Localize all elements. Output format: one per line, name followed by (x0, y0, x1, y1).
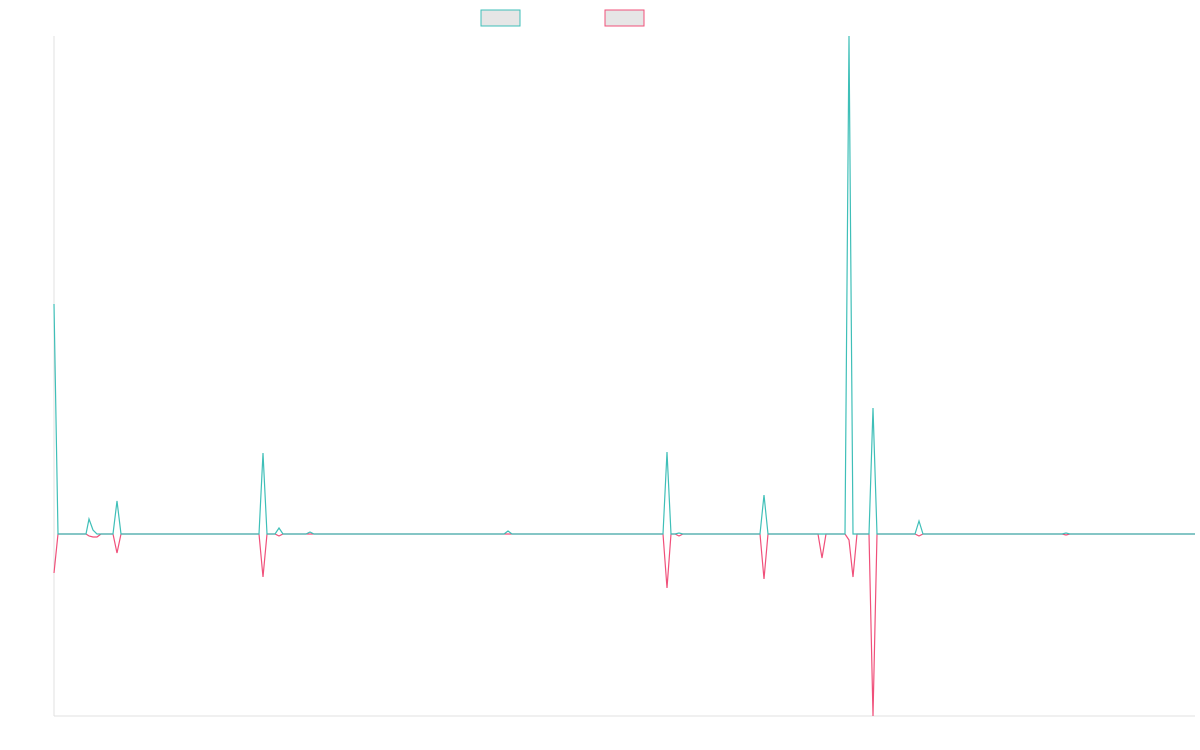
series-line (53, 533, 1195, 717)
legend-swatch (480, 9, 521, 27)
series-line (53, 35, 1195, 535)
legend-swatch (604, 9, 645, 27)
